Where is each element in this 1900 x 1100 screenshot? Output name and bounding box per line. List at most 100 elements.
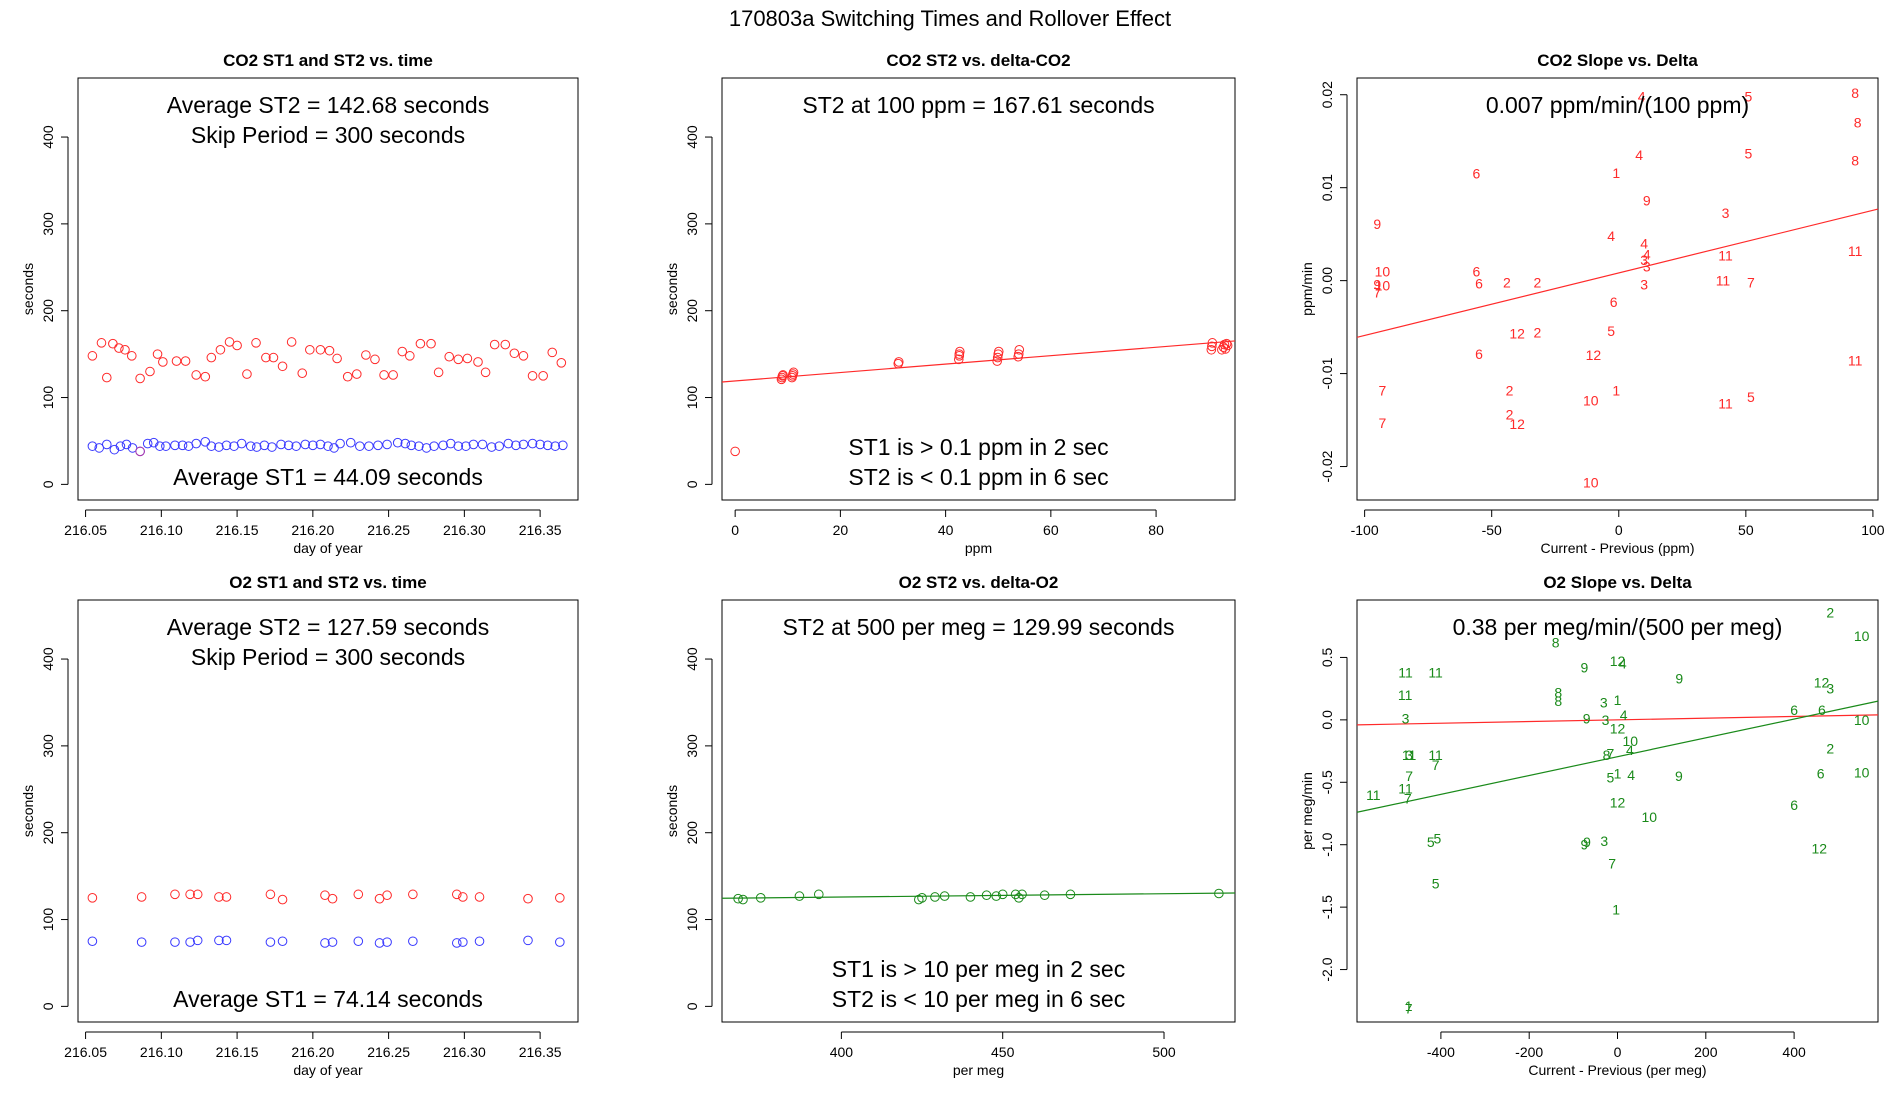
data-point-st1 [320, 938, 330, 948]
data-label-point: 3 [1640, 276, 1648, 292]
data-point-st2 [1039, 890, 1050, 901]
data-label-point: 11 [1398, 781, 1413, 797]
data-label-point: 12 [1586, 347, 1602, 363]
data-label-point: 11 [1366, 787, 1381, 803]
x-tick-label: 450 [991, 1044, 1015, 1060]
data-point-st2 [991, 891, 1002, 901]
data-label-point: 11 [1428, 747, 1443, 763]
data-label-point: 10 [1583, 393, 1599, 409]
x-tick-label: 216.35 [519, 1044, 562, 1060]
data-point-st2 [286, 337, 297, 347]
data-label-point: 4 [1635, 147, 1643, 163]
data-point-st2 [87, 893, 98, 903]
data-point-st2 [518, 351, 529, 361]
data-point-st2 [1065, 889, 1076, 900]
data-point-st2 [277, 361, 288, 372]
data-point-st1 [511, 440, 521, 451]
data-point-st2 [444, 351, 455, 362]
y-tick-label: 400 [40, 647, 56, 671]
data-point-st2 [379, 370, 389, 380]
x-tick-label: 50 [1738, 522, 1754, 538]
data-label-point: 6 [1610, 294, 1618, 310]
annotation-top1: ST2 at 100 ppm = 167.61 seconds [802, 92, 1154, 118]
data-point-st1 [300, 439, 311, 450]
data-label-point: 12 [1610, 653, 1626, 669]
data-label-point: 5 [1427, 834, 1435, 850]
data-point-st2 [738, 894, 748, 905]
data-label-point: 1 [1612, 382, 1620, 398]
x-tick-label: 200 [1694, 1044, 1718, 1060]
o2_slope-panel: O2 Slope vs. Delta -400 -200 0 200 400 Current… [1299, 573, 1879, 1078]
data-point-st2 [939, 891, 950, 901]
co2_delta-panel: CO2 ST2 vs. delta-CO2 0 20 40 60 80 ppm 0 100 200… [664, 51, 1236, 556]
chart-title: CO2 Slope vs. Delta [1537, 51, 1698, 70]
o2_time-panel: O2 ST1 and ST2 vs. time 216.05 216.10 216.1… [20, 573, 579, 1078]
data-point-st2 [261, 352, 271, 363]
data-label-point: 11 [1718, 395, 1733, 411]
data-label-point: 3 [1600, 694, 1608, 710]
data-point-st2 [108, 338, 118, 349]
data-point-st2 [327, 893, 338, 904]
data-point-st2 [917, 893, 927, 903]
data-point-st2 [1014, 344, 1025, 355]
y-tick-label: 100 [684, 386, 700, 410]
data-point-st2 [1207, 338, 1218, 348]
data-point-st1 [276, 439, 286, 450]
data-label-point: 6 [1473, 263, 1481, 279]
plot-frame [1356, 599, 1879, 1023]
data-point-st2 [332, 353, 342, 364]
data-label-point: 6 [1475, 275, 1483, 291]
x-tick-label: 60 [1043, 522, 1059, 538]
data-label-point: 10 [1375, 277, 1391, 293]
data-point-st2 [547, 347, 558, 358]
x-tick-label: -50 [1482, 522, 1502, 538]
annotation-top2: Skip Period = 300 seconds [191, 644, 465, 670]
data-point-st2 [268, 352, 279, 363]
data-point-st2 [788, 367, 799, 378]
data-point-st1 [245, 441, 256, 451]
data-label-point: 11 [1718, 248, 1733, 264]
annotation-top2: Skip Period = 300 seconds [191, 122, 465, 148]
data-label-point: 3 [1405, 747, 1413, 763]
data-point-st1 [558, 440, 568, 451]
annotation-top1: Average ST2 = 142.68 seconds [167, 92, 489, 118]
data-label-point: 9 [1583, 711, 1591, 727]
data-point-st2 [778, 370, 788, 380]
data-point-st2 [87, 351, 98, 361]
data-point-st2 [474, 892, 485, 902]
data-point-st1 [291, 441, 301, 451]
data-label-point: 5 [1433, 830, 1441, 846]
x-tick-label: 0 [1614, 1044, 1622, 1060]
data-point-st1 [453, 441, 464, 451]
y-tick-label: 0 [40, 480, 56, 488]
data-point-st1 [283, 440, 294, 451]
data-point-st2 [509, 348, 520, 359]
data-label-point: 5 [1744, 145, 1752, 161]
y-tick-label: 0.00 [1319, 267, 1335, 294]
regression-line-red [721, 340, 1236, 383]
plot-frame [77, 599, 579, 1023]
annotation-bottom1: Average ST1 = 44.09 seconds [173, 464, 483, 490]
data-label-point: 8 [1554, 684, 1562, 700]
figure-title: 170803a Switching Times and Rollover Eff… [729, 6, 1171, 31]
data-point-st1 [468, 439, 479, 450]
data-label-point: 10 [1642, 809, 1658, 825]
data-label-point: 5 [1607, 769, 1615, 785]
y-tick-label: 0.02 [1319, 81, 1335, 108]
data-point-st1 [527, 438, 538, 449]
data-label-point: 2 [1534, 274, 1542, 290]
x-tick-label: 0 [731, 522, 739, 538]
data-label-point: 10 [1583, 474, 1599, 490]
data-point-st2 [794, 891, 805, 901]
data-point-st1 [214, 935, 224, 946]
data-label-point: 4 [1638, 89, 1646, 105]
data-label-point: 6 [1818, 702, 1826, 718]
data-point-st1 [518, 439, 529, 450]
data-point-overlap [135, 446, 145, 457]
data-point-st2 [136, 892, 147, 902]
y-tick-label: 400 [684, 647, 700, 671]
data-label-point: 3 [1826, 681, 1834, 697]
data-point-st2 [135, 373, 145, 384]
data-point-st2 [180, 356, 191, 366]
data-point-st1 [251, 442, 262, 452]
